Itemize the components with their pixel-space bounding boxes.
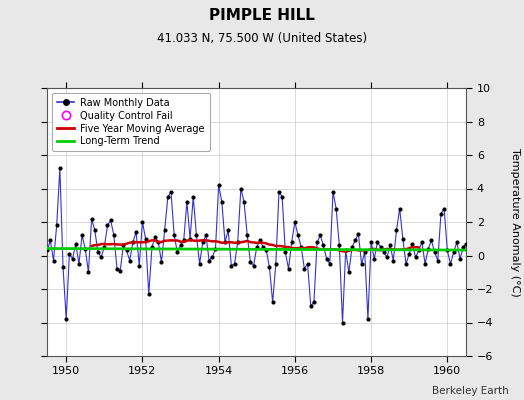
Y-axis label: Temperature Anomaly (°C): Temperature Anomaly (°C)	[510, 148, 520, 296]
Text: Berkeley Earth: Berkeley Earth	[432, 386, 508, 396]
Text: 41.033 N, 75.500 W (United States): 41.033 N, 75.500 W (United States)	[157, 32, 367, 45]
Text: PIMPLE HILL: PIMPLE HILL	[209, 8, 315, 23]
Legend: Raw Monthly Data, Quality Control Fail, Five Year Moving Average, Long-Term Tren: Raw Monthly Data, Quality Control Fail, …	[52, 93, 210, 151]
